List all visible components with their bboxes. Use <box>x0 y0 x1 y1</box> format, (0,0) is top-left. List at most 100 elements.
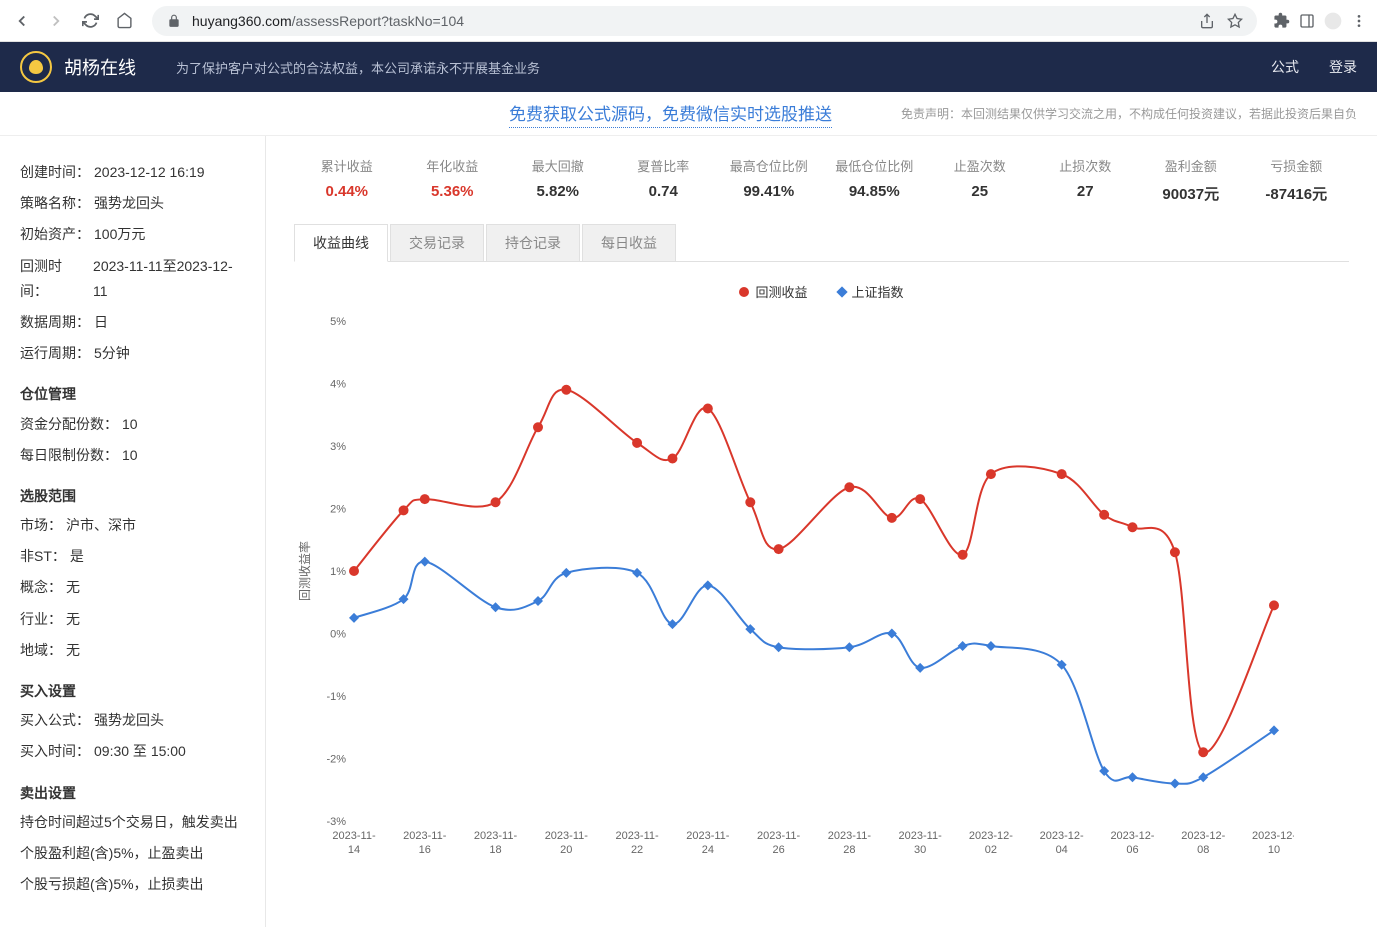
sidebar-row: 行业：无 <box>20 607 245 632</box>
panel-icon[interactable] <box>1297 11 1317 31</box>
svg-text:2023-11-: 2023-11- <box>403 830 447 842</box>
sidebar-label: 非ST： <box>20 544 66 569</box>
address-bar[interactable]: huyang360.com/assessReport?taskNo=104 <box>152 6 1257 36</box>
svg-text:2023-12-: 2023-12- <box>1040 830 1084 842</box>
sidebar-row: 买入时间：09:30 至 15:00 <box>20 739 245 764</box>
profile-icon[interactable] <box>1323 11 1343 31</box>
sidebar-row: 持仓时间超过5个交易日，触发卖出 <box>20 810 245 835</box>
sidebar-row: 市场：沪市、深市 <box>20 513 245 538</box>
sidebar-value: 2023-11-11至2023-12-11 <box>93 254 245 304</box>
sidebar-label: 运行周期： <box>20 341 90 366</box>
svg-text:16: 16 <box>419 844 431 856</box>
sidebar-row: 运行周期：5分钟 <box>20 341 245 366</box>
svg-text:22: 22 <box>631 844 643 856</box>
sidebar-label: 策略名称： <box>20 191 90 216</box>
sidebar-label: 地域： <box>20 638 62 663</box>
sidebar-row: 个股盈利超(含)5%，止盈卖出 <box>20 841 245 866</box>
sidebar-label: 买入公式： <box>20 708 90 733</box>
share-icon[interactable] <box>1197 11 1217 31</box>
metric-label: 累计收益 <box>294 156 400 175</box>
back-button[interactable] <box>8 7 36 35</box>
metric-label: 止损次数 <box>1033 156 1139 175</box>
section-buy-title: 买入设置 <box>20 679 245 704</box>
metric-label: 最低仓位比例 <box>822 156 928 175</box>
svg-text:28: 28 <box>843 844 855 856</box>
sidebar-row: 非ST：是 <box>20 544 245 569</box>
svg-text:30: 30 <box>914 844 926 856</box>
sidebar-value: 09:30 至 15:00 <box>94 739 186 764</box>
sidebar-row: 个股亏损超(含)5%，止损卖出 <box>20 872 245 897</box>
svg-text:2023-12-: 2023-12- <box>969 830 1013 842</box>
logo-icon <box>20 51 52 83</box>
metric-label: 年化收益 <box>400 156 506 175</box>
tab-持仓记录[interactable]: 持仓记录 <box>486 224 580 261</box>
section-position-title: 仓位管理 <box>20 382 245 407</box>
sidebar-row: 每日限制份数：10 <box>20 443 245 468</box>
metric-value: 99.41% <box>716 183 822 200</box>
tab-bar: 收益曲线交易记录持仓记录每日收益 <box>294 224 1349 262</box>
forward-button[interactable] <box>42 7 70 35</box>
sidebar-label: 买入时间： <box>20 739 90 764</box>
metric-item: 亏损金额-87416元 <box>1244 156 1350 204</box>
sidebar-row: 回测时间：2023-11-11至2023-12-11 <box>20 254 245 304</box>
chart-container: 回测收益上证指数 -3%-2%-1%0%1%2%3%4%5%2023-11-14… <box>294 282 1349 871</box>
sidebar-row: 地域：无 <box>20 638 245 663</box>
svg-text:-1%: -1% <box>326 691 346 703</box>
nav-formula[interactable]: 公式 <box>1271 57 1299 77</box>
legend-item[interactable]: 上证指数 <box>838 282 904 301</box>
svg-text:2023-11-: 2023-11- <box>757 830 801 842</box>
sidebar-value: 日 <box>94 310 108 335</box>
metric-value: 27 <box>1033 183 1139 200</box>
metric-item: 累计收益0.44% <box>294 156 400 204</box>
svg-text:-3%: -3% <box>326 816 346 828</box>
sidebar-value: 是 <box>70 544 84 569</box>
sidebar-label: 市场： <box>20 513 62 538</box>
svg-text:2023-11-: 2023-11- <box>545 830 589 842</box>
extensions-icon[interactable] <box>1271 11 1291 31</box>
metric-label: 最大回撤 <box>505 156 611 175</box>
menu-icon[interactable] <box>1349 11 1369 31</box>
svg-text:02: 02 <box>985 844 997 856</box>
legend-item[interactable]: 回测收益 <box>739 282 807 301</box>
metrics-row: 累计收益0.44%年化收益5.36%最大回撤5.82%夏普比率0.74最高仓位比… <box>294 156 1349 204</box>
sidebar-value: 沪市、深市 <box>66 513 136 538</box>
reload-button[interactable] <box>76 7 104 35</box>
brand-name: 胡杨在线 <box>64 54 136 80</box>
sidebar-value: 2023-12-12 16:19 <box>94 160 205 185</box>
sidebar-row: 初始资产：100万元 <box>20 222 245 247</box>
svg-text:3%: 3% <box>330 441 346 453</box>
svg-text:04: 04 <box>1056 844 1068 856</box>
svg-text:2023-12-: 2023-12- <box>1110 830 1154 842</box>
svg-text:-2%: -2% <box>326 754 346 766</box>
legend-label: 上证指数 <box>852 282 904 301</box>
tab-交易记录[interactable]: 交易记录 <box>390 224 484 261</box>
metric-label: 止盈次数 <box>927 156 1033 175</box>
sidebar-value: 5分钟 <box>94 341 130 366</box>
star-icon[interactable] <box>1225 11 1245 31</box>
svg-text:2023-11-: 2023-11- <box>615 830 659 842</box>
sidebar-row: 创建时间：2023-12-12 16:19 <box>20 160 245 185</box>
svg-text:20: 20 <box>560 844 572 856</box>
home-button[interactable] <box>110 7 138 35</box>
svg-text:0%: 0% <box>330 629 346 641</box>
svg-text:2%: 2% <box>330 504 346 516</box>
nav-login[interactable]: 登录 <box>1329 57 1357 77</box>
svg-text:5%: 5% <box>330 316 346 328</box>
svg-text:06: 06 <box>1126 844 1138 856</box>
sidebar-label: 概念： <box>20 575 62 600</box>
promo-link[interactable]: 免费获取公式源码，免费微信实时选股推送 <box>509 100 832 128</box>
metric-item: 最高仓位比例99.41% <box>716 156 822 204</box>
svg-text:2023-11-: 2023-11- <box>474 830 518 842</box>
sidebar-value: 无 <box>66 575 80 600</box>
tab-收益曲线[interactable]: 收益曲线 <box>294 224 388 262</box>
sidebar-row: 买入公式：强势龙回头 <box>20 708 245 733</box>
metric-item: 夏普比率0.74 <box>611 156 717 204</box>
tab-每日收益[interactable]: 每日收益 <box>582 224 676 261</box>
site-header: 胡杨在线 为了保护客户对公式的合法权益，本公司承诺永不开展基金业务 公式 登录 <box>0 42 1377 92</box>
metric-label: 盈利金额 <box>1138 156 1244 175</box>
sidebar-label: 资金分配份数： <box>20 412 118 437</box>
svg-text:4%: 4% <box>330 379 346 391</box>
browser-toolbar: huyang360.com/assessReport?taskNo=104 <box>0 0 1377 42</box>
svg-text:1%: 1% <box>330 566 346 578</box>
svg-text:2023-11-: 2023-11- <box>332 830 376 842</box>
